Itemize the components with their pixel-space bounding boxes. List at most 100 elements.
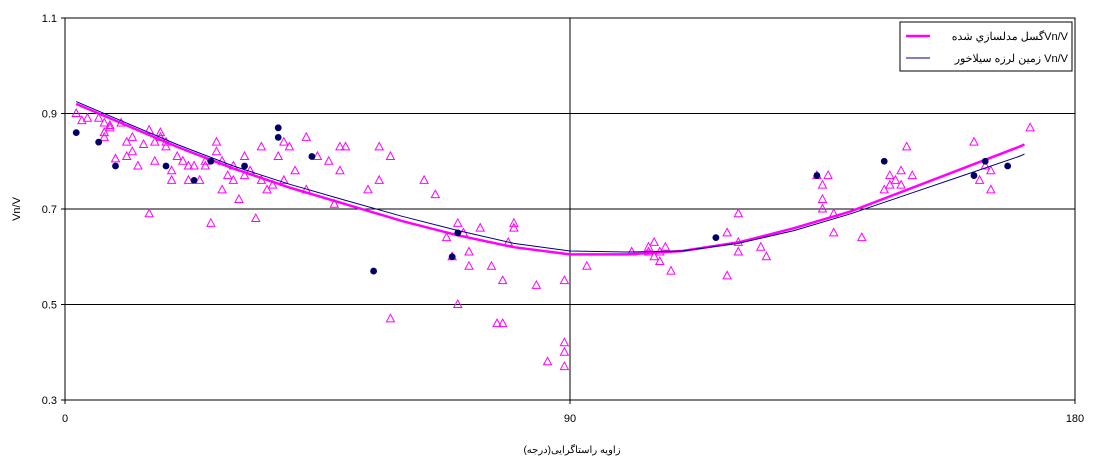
- triangle-point: [256, 141, 267, 151]
- triangle-point: [127, 131, 138, 141]
- triangle-point: [385, 313, 396, 323]
- triangle-point: [722, 227, 732, 237]
- triangle-point: [559, 337, 570, 347]
- triangle-point: [161, 141, 171, 151]
- triangle-point: [486, 260, 497, 270]
- triangle-point: [189, 160, 199, 170]
- y-tick-label: 0.5: [42, 300, 57, 312]
- triangle-point: [475, 222, 486, 232]
- triangle-point: [385, 150, 396, 160]
- triangle-point: [879, 184, 890, 194]
- triangle-point: [149, 155, 160, 165]
- triangle-point: [335, 141, 345, 151]
- triangle-point: [884, 170, 895, 180]
- triangle-point: [200, 160, 211, 170]
- triangle-point: [452, 217, 463, 227]
- triangle-point: [99, 131, 110, 141]
- dot-point: [370, 267, 378, 275]
- dot-point: [162, 162, 170, 170]
- x-axis-ticks: 0 90 180: [62, 400, 1084, 425]
- legend-label: گسل مدلسازي شدهVn/V: [952, 30, 1069, 43]
- triangle-point: [649, 251, 660, 261]
- triangle-point: [649, 236, 660, 246]
- triangle-point: [509, 222, 519, 232]
- triangle-point: [138, 138, 149, 149]
- triangle-point: [722, 270, 732, 280]
- triangle-point: [654, 255, 665, 266]
- triangle-point: [340, 141, 351, 151]
- triangle-point: [856, 232, 867, 242]
- y-tick-label: 1.1: [42, 13, 57, 25]
- series-layer: [71, 101, 1035, 371]
- triangle-point: [228, 174, 239, 184]
- legend: گسل مدلسازي شدهVn/V زمین لرزه سیلاخور Vn/…: [899, 21, 1073, 72]
- triangle-point: [901, 141, 912, 151]
- triangle-point: [363, 184, 373, 194]
- dot-point: [95, 138, 103, 146]
- triangle-point: [110, 153, 121, 163]
- triangle-point: [262, 184, 272, 194]
- triangle-point: [643, 241, 654, 251]
- triangle-point: [222, 170, 233, 180]
- triangle-point: [166, 165, 177, 175]
- legend-box: [899, 21, 1073, 72]
- dot-point: [981, 157, 989, 165]
- triangle-point: [133, 160, 143, 170]
- triangle-point: [82, 112, 93, 122]
- triangle-point: [273, 150, 284, 160]
- triangle-point: [980, 160, 991, 170]
- triangle-point: [509, 217, 519, 227]
- triangle-point: [1025, 122, 1035, 132]
- triangle-point: [441, 232, 452, 242]
- triangle-point: [200, 155, 211, 165]
- y-tick-label: 0.7: [42, 204, 57, 216]
- triangle-point: [430, 189, 441, 199]
- triangle-point: [497, 275, 508, 285]
- dot-point: [190, 176, 198, 184]
- triangle-point: [542, 356, 553, 366]
- triangle-point: [733, 208, 744, 218]
- dot-point: [813, 172, 821, 179]
- triangle-point: [985, 165, 996, 175]
- triangle-point: [278, 174, 289, 184]
- triangle-point: [828, 227, 839, 237]
- triangle-point: [896, 179, 906, 189]
- triangle-point: [71, 107, 82, 117]
- triangle-point: [99, 117, 110, 127]
- dot-point: [274, 133, 282, 141]
- triangle-point: [907, 170, 918, 180]
- dot-point: [1004, 162, 1012, 170]
- triangle-point: [267, 179, 278, 189]
- triangle-point: [492, 318, 502, 328]
- triangle-point: [121, 150, 132, 160]
- triangle-point: [531, 279, 542, 289]
- dot-point: [308, 153, 316, 160]
- modeled-fault-curve: [75, 102, 1025, 256]
- triangle-point: [896, 165, 906, 175]
- dot-point: [880, 157, 888, 165]
- dot-point: [207, 157, 215, 165]
- x-tick-label: 0: [62, 413, 68, 425]
- dot-point: [112, 162, 119, 170]
- triangle-point: [890, 174, 901, 184]
- silakhor-curve: [76, 101, 1025, 253]
- triangle-point: [93, 112, 104, 122]
- triangle-point: [985, 184, 996, 194]
- triangle-point: [452, 298, 463, 308]
- y-tick-label: 0.3: [42, 395, 57, 407]
- dot-point: [712, 234, 720, 242]
- triangle-point: [177, 155, 188, 165]
- triangle-point: [239, 170, 250, 180]
- triangle-point: [581, 260, 592, 270]
- triangle-point: [817, 179, 828, 189]
- triangle-point: [817, 203, 828, 213]
- gridlines: [65, 17, 1075, 401]
- triangle-point: [183, 160, 194, 170]
- triangle-point: [194, 174, 205, 184]
- triangle-point: [211, 146, 222, 156]
- triangle-point: [817, 193, 828, 203]
- triangle-point: [733, 246, 744, 256]
- triangle-point: [312, 150, 323, 160]
- triangle-point: [234, 193, 244, 203]
- triangle-point: [149, 136, 160, 146]
